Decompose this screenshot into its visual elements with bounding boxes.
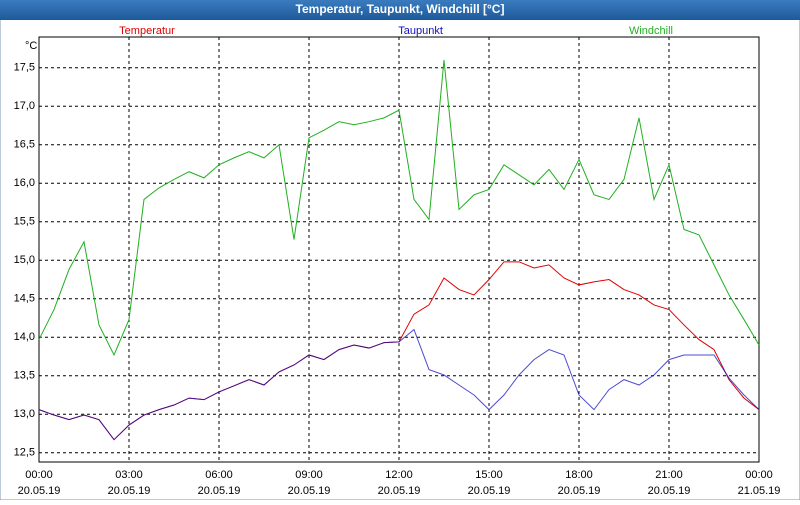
y-tick-label: 16,5 bbox=[14, 139, 35, 151]
y-tick-label: 14,5 bbox=[14, 293, 35, 305]
x-tick-date: 20.05.19 bbox=[648, 485, 691, 497]
x-tick-label: 00:00 bbox=[745, 469, 773, 481]
x-tick-date: 20.05.19 bbox=[558, 485, 601, 497]
x-tick-date: 20.05.19 bbox=[378, 485, 421, 497]
y-tick-label: 17,5 bbox=[14, 62, 35, 74]
title-bar bbox=[0, 0, 800, 20]
x-tick-date: 20.05.19 bbox=[198, 485, 241, 497]
x-tick-label: 06:00 bbox=[205, 469, 233, 481]
series-line bbox=[38, 60, 760, 357]
x-tick-label: 21:00 bbox=[655, 469, 683, 481]
x-tick-date: 21.05.19 bbox=[738, 485, 781, 497]
y-tick-label: 13,5 bbox=[14, 370, 35, 382]
legend-entry: Taupunkt bbox=[398, 25, 443, 37]
y-tick-label: 15,5 bbox=[14, 216, 35, 228]
legend-entry: Windchill bbox=[629, 25, 673, 37]
x-tick-label: 12:00 bbox=[385, 469, 413, 481]
x-tick-date: 20.05.19 bbox=[468, 485, 511, 497]
y-tick-label: 13,0 bbox=[14, 408, 35, 420]
y-tick-label: 15,0 bbox=[14, 254, 35, 266]
x-tick-label: 03:00 bbox=[115, 469, 143, 481]
legend-entry: Temperatur bbox=[119, 25, 175, 37]
y-tick-label: 16,0 bbox=[14, 177, 35, 189]
series-line bbox=[38, 328, 760, 441]
x-tick-label: 09:00 bbox=[295, 469, 323, 481]
y-tick-label: 12,5 bbox=[14, 447, 35, 459]
x-tick-label: 00:00 bbox=[25, 469, 53, 481]
y-tick-label: 14,0 bbox=[14, 331, 35, 343]
chart-title: Temperatur, Taupunkt, Windchill [°C] bbox=[296, 2, 505, 16]
y-tick-label: 17,0 bbox=[14, 100, 35, 112]
x-tick-date: 20.05.19 bbox=[288, 485, 331, 497]
y-unit: °C bbox=[25, 40, 37, 52]
x-tick-label: 18:00 bbox=[565, 469, 593, 481]
x-tick-label: 15:00 bbox=[475, 469, 503, 481]
x-tick-date: 20.05.19 bbox=[108, 485, 151, 497]
x-tick-date: 20.05.19 bbox=[18, 485, 61, 497]
